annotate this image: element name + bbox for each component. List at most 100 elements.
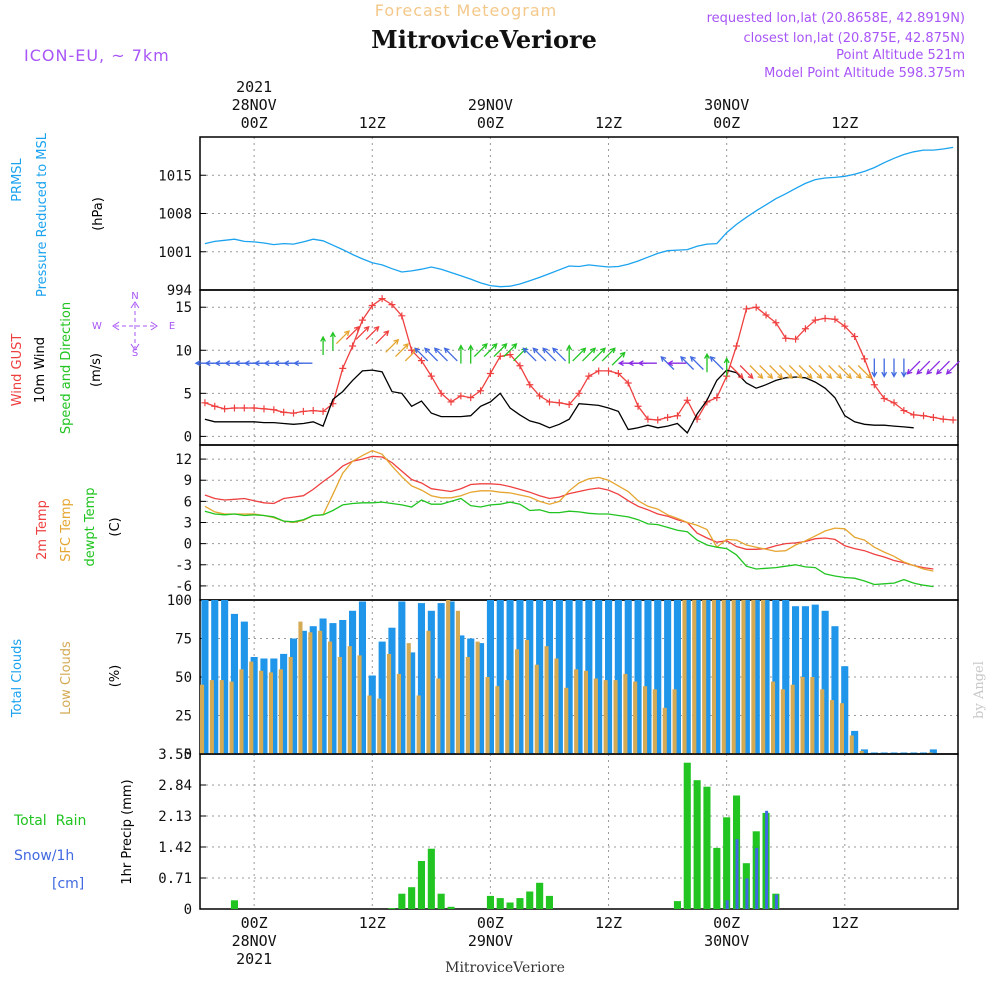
wind-arrow bbox=[414, 347, 429, 362]
rain-bar bbox=[230, 900, 238, 909]
gust-point bbox=[408, 346, 416, 354]
compass-icon bbox=[112, 301, 158, 351]
wind-arrow bbox=[689, 355, 704, 370]
rain-bar bbox=[693, 780, 701, 909]
top-date-label: 30NOV bbox=[704, 96, 749, 114]
rain-bar bbox=[506, 902, 514, 909]
snow-label: Snow/1h bbox=[14, 848, 74, 864]
low-clouds-bar bbox=[682, 600, 687, 754]
gust-point bbox=[752, 303, 760, 311]
snow-unit-label: [cm] bbox=[52, 876, 84, 892]
gust-point bbox=[496, 352, 504, 360]
ytick-label-precip: 0 bbox=[184, 902, 192, 918]
gust-point bbox=[634, 402, 642, 410]
ytick-label-wind: 5 bbox=[184, 386, 192, 402]
gust-point bbox=[536, 392, 544, 400]
top-hour-label: 00Z bbox=[713, 114, 740, 132]
series-line-wind-0 bbox=[204, 297, 954, 421]
snow-bar bbox=[774, 894, 778, 909]
total-clouds-bar bbox=[230, 613, 238, 754]
gust-point bbox=[860, 355, 868, 363]
total-clouds-bar bbox=[555, 600, 563, 754]
low-clouds-bar bbox=[347, 646, 352, 754]
closest-coords: closest lon,lat (20.875E, 42.875N) bbox=[743, 31, 965, 46]
wind-arrow bbox=[493, 343, 508, 358]
low-clouds-bar bbox=[731, 600, 736, 754]
gust-point bbox=[772, 319, 780, 327]
low-clouds-bar bbox=[328, 641, 333, 754]
gust-point bbox=[467, 394, 475, 402]
gust-point bbox=[211, 402, 219, 410]
low-clouds-bar bbox=[446, 600, 451, 754]
low-clouds-bar bbox=[839, 703, 844, 754]
total-clouds-bar bbox=[250, 657, 258, 754]
total-clouds-bar bbox=[398, 601, 406, 754]
total-clouds-bar bbox=[752, 600, 760, 754]
gust-point bbox=[910, 411, 918, 419]
wind-arrow bbox=[769, 365, 784, 380]
total-clouds-bar bbox=[506, 600, 514, 754]
gust-point bbox=[486, 370, 494, 378]
direction-label: Speed and Direction bbox=[59, 302, 74, 434]
rain-bar bbox=[427, 848, 435, 909]
total-clouds-bar bbox=[516, 600, 524, 754]
gust-point bbox=[929, 413, 937, 421]
wind-arrow bbox=[395, 343, 410, 358]
pressure-label-2: Pressure Reduced to MSL bbox=[35, 132, 50, 297]
ytick-label-temperature: -3 bbox=[175, 558, 192, 574]
top-hour-label: 00Z bbox=[241, 114, 268, 132]
low-clouds-bar bbox=[544, 646, 549, 754]
gust-point bbox=[880, 395, 888, 402]
sfc-temp-label: SFC Temp bbox=[59, 498, 74, 562]
rain-bar bbox=[683, 762, 691, 909]
total-clouds-bar bbox=[211, 600, 219, 754]
gust-point bbox=[713, 394, 721, 402]
wind-arrow bbox=[345, 325, 360, 340]
wind-arrow bbox=[709, 355, 724, 370]
gust-point bbox=[457, 392, 465, 400]
top-date-label: 28NOV bbox=[232, 96, 277, 114]
chart-title: MitroviceVeriore bbox=[371, 25, 597, 54]
top-hour-label: 12Z bbox=[595, 114, 622, 132]
rain-bar bbox=[516, 898, 524, 909]
low-clouds-bar bbox=[800, 677, 805, 754]
rain-bar bbox=[408, 887, 416, 909]
low-clouds-bar bbox=[554, 658, 559, 754]
gust-point bbox=[221, 405, 229, 413]
total-clouds-bar bbox=[811, 604, 819, 754]
total-clouds-bar bbox=[299, 630, 307, 754]
pressure-label: PRMSL bbox=[10, 157, 25, 201]
low-clouds-bar bbox=[859, 750, 864, 754]
total-clouds-bar bbox=[280, 653, 288, 754]
wind-arrow bbox=[329, 331, 336, 351]
low-clouds-bar bbox=[455, 610, 460, 754]
low-clouds-bar bbox=[377, 698, 382, 754]
ytick-label-precip: 0.71 bbox=[158, 871, 192, 887]
wind-arrow bbox=[611, 351, 626, 366]
snow-bar bbox=[755, 847, 759, 909]
wind-arrow bbox=[566, 344, 573, 364]
wind-arrow bbox=[916, 360, 931, 375]
total-clouds-bar bbox=[614, 600, 622, 754]
ytick-label-clouds: 25 bbox=[175, 709, 192, 725]
gust-point bbox=[900, 407, 908, 415]
total-clouds-bar bbox=[782, 600, 790, 754]
total-clouds-bar bbox=[565, 600, 573, 754]
gust-point bbox=[339, 364, 347, 372]
gust-point bbox=[526, 381, 534, 389]
wind-arrow bbox=[424, 347, 439, 362]
low-clouds-bar bbox=[465, 657, 470, 754]
series-line-temperature-0 bbox=[204, 455, 934, 570]
low-clouds-bar bbox=[790, 684, 795, 754]
wind-arrow bbox=[473, 343, 488, 358]
total-clouds-bar bbox=[329, 623, 337, 754]
wind-arrow bbox=[365, 325, 380, 340]
wind-label: 10m Wind bbox=[33, 337, 48, 403]
rain-bar bbox=[713, 847, 721, 909]
wind-arrow bbox=[582, 347, 597, 362]
wind-arrow bbox=[838, 365, 853, 380]
low-clouds-bar bbox=[780, 689, 785, 754]
ytick-label-precip: 2.84 bbox=[158, 778, 192, 794]
requested-coords: requested lon,lat (20.8658E, 42.8919N) bbox=[707, 11, 965, 26]
total-clouds-bar bbox=[417, 603, 425, 754]
